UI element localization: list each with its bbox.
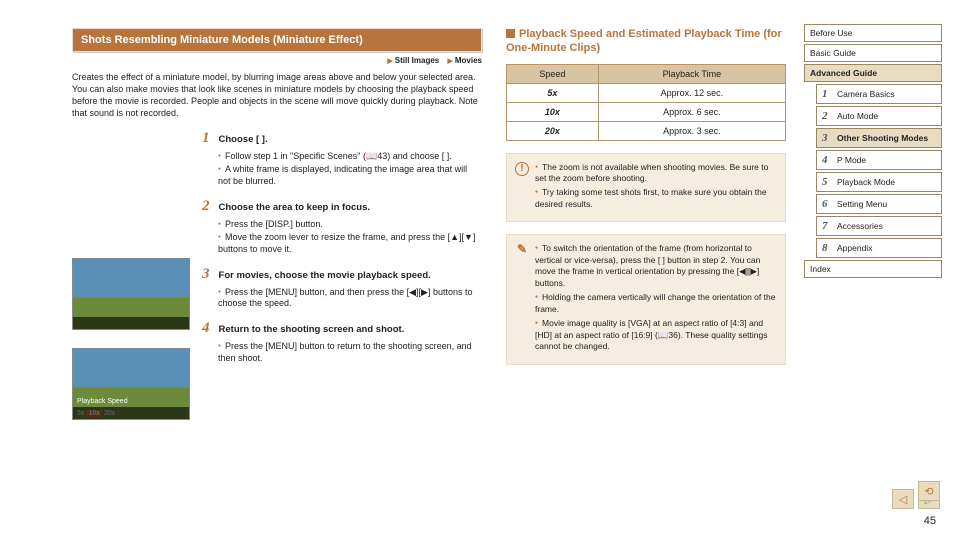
chapter-title: Other Shooting Modes	[837, 133, 928, 143]
step-heading: Return to the shooting screen and shoot.	[219, 324, 405, 335]
chapter-number: 5	[822, 176, 832, 188]
table-row: 10xApprox. 6 sec.	[507, 102, 786, 121]
step-number: 3	[202, 266, 216, 283]
nav-chapter[interactable]: 6 Setting Menu	[816, 194, 942, 214]
nav-chapter[interactable]: 7 Accessories	[816, 216, 942, 236]
step: 4 Return to the shooting screen and shoo…	[202, 320, 482, 364]
chapter-title: Auto Mode	[837, 111, 878, 121]
table-row: 5xApprox. 12 sec.	[507, 83, 786, 102]
chapter-number: 6	[822, 198, 832, 210]
nav-chapter[interactable]: 4 P Mode	[816, 150, 942, 170]
chapter-title: Setting Menu	[837, 199, 887, 209]
chapter-number: 4	[822, 154, 832, 166]
chapter-number: 8	[822, 242, 832, 254]
chapter-title: Camera Basics	[837, 89, 895, 99]
intro-text: Creates the effect of a miniature model,…	[72, 71, 482, 120]
step-heading: Choose [ ].	[219, 134, 268, 145]
caution-icon: !	[515, 162, 529, 176]
nav-item[interactable]: Before Use	[804, 24, 942, 42]
step-item: Press the [MENU] button, and then press …	[218, 287, 482, 310]
step: 1 Choose [ ]. Follow step 1 in "Specific …	[202, 130, 482, 188]
page-number: 45	[924, 515, 936, 527]
info-note: ✎ To switch the orientation of the frame…	[506, 234, 786, 364]
tag-still: Still Images	[387, 56, 439, 65]
note-item: Try taking some test shots first, to mak…	[535, 187, 777, 210]
step-item: A white frame is displayed, indicating t…	[218, 164, 482, 187]
nav-advanced-guide[interactable]: Advanced Guide	[804, 64, 942, 82]
chapter-number: 1	[822, 88, 832, 100]
nav-index[interactable]: Index	[804, 260, 942, 278]
step-heading: Choose the area to keep in focus.	[219, 202, 371, 213]
cell-time: Approx. 6 sec.	[598, 102, 785, 121]
nav-chapter[interactable]: 5 Playback Mode	[816, 172, 942, 192]
chapter-number: 3	[822, 132, 832, 144]
cell-time: Approx. 3 sec.	[598, 121, 785, 140]
step-item: Move the zoom lever to resize the frame,…	[218, 232, 482, 255]
mid-title: Playback Speed and Estimated Playback Ti…	[506, 28, 786, 56]
nav-chapter[interactable]: 8 Appendix	[816, 238, 942, 258]
cell-speed: 20x	[507, 121, 599, 140]
example-image-2: Playback Speed 5x 10x 20x	[72, 348, 190, 420]
chapter-number: 2	[822, 110, 832, 122]
media-tags: Still Images Movies	[72, 56, 482, 65]
pencil-icon: ✎	[515, 243, 529, 257]
section-title: Shots Resembling Miniature Models (Minia…	[72, 28, 482, 52]
cell-time: Approx. 12 sec.	[598, 83, 785, 102]
note-item: Holding the camera vertically will chang…	[535, 292, 777, 315]
chapter-title: Appendix	[837, 243, 872, 253]
nav-chapter[interactable]: 3 Other Shooting Modes	[816, 128, 942, 148]
speed-table: Speed Playback Time 5xApprox. 12 sec.10x…	[506, 64, 786, 141]
return-button[interactable]: ⟲	[918, 481, 940, 501]
tag-movie: Movies	[447, 56, 482, 65]
step-item: Press the [MENU] button to return to the…	[218, 341, 482, 364]
nav-sidebar: Before Use Basic Guide Advanced Guide 1 Ca…	[804, 24, 942, 280]
chapter-title: Accessories	[837, 221, 883, 231]
note-item: The zoom is not available when shooting …	[535, 162, 777, 185]
step-number: 2	[202, 198, 216, 215]
step: 3 For movies, choose the movie playback …	[202, 266, 482, 310]
nav-item[interactable]: Basic Guide	[804, 44, 942, 62]
note-item: To switch the orientation of the frame (…	[535, 243, 777, 289]
step-number: 1	[202, 130, 216, 147]
step-heading: For movies, choose the movie playback sp…	[219, 270, 431, 281]
th-time: Playback Time	[598, 64, 785, 83]
example-image-1	[72, 258, 190, 330]
chapter-title: P Mode	[837, 155, 866, 165]
cell-speed: 10x	[507, 102, 599, 121]
cell-speed: 5x	[507, 83, 599, 102]
chapter-number: 7	[822, 220, 832, 232]
caution-note: ! The zoom is not available when shootin…	[506, 153, 786, 223]
chapter-title: Playback Mode	[837, 177, 895, 187]
step-item: Follow step 1 in "Specific Scenes" (📖43)…	[218, 151, 482, 163]
step-number: 4	[202, 320, 216, 337]
step: 2 Choose the area to keep in focus. Press…	[202, 198, 482, 256]
nav-chapter[interactable]: 2 Auto Mode	[816, 106, 942, 126]
nav-chapter[interactable]: 1 Camera Basics	[816, 84, 942, 104]
th-speed: Speed	[507, 64, 599, 83]
step-item: Press the [DISP.] button.	[218, 219, 482, 231]
table-row: 20xApprox. 3 sec.	[507, 121, 786, 140]
note-item: Movie image quality is [VGA] at an aspec…	[535, 318, 777, 352]
prev-page-button[interactable]: ◁	[892, 489, 914, 509]
